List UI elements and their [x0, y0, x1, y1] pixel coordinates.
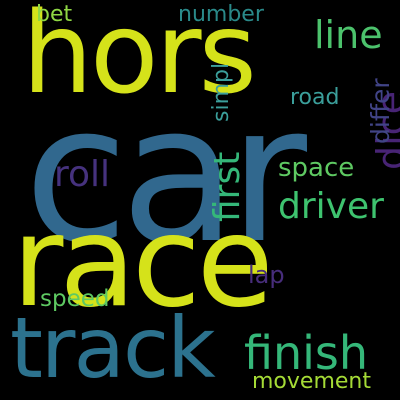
word-driver: driver	[278, 186, 384, 227]
word-finish: finish	[244, 326, 369, 380]
word-first: first	[207, 151, 248, 222]
word-car: car	[24, 64, 307, 285]
word-bet: bet	[36, 2, 73, 27]
word-hors: hors	[22, 0, 257, 119]
word-lap: lap	[248, 261, 285, 289]
word-space: space	[278, 153, 355, 183]
word-road: road	[290, 85, 340, 110]
word-number: number	[178, 2, 264, 27]
word-track: track	[10, 299, 216, 397]
word-speed: speed	[40, 286, 110, 312]
word-race: race	[12, 190, 274, 335]
word-differ: differ	[366, 78, 395, 144]
word-simpl: simpl	[209, 62, 234, 122]
word-movement: movement	[252, 369, 371, 394]
word-roll: roll	[54, 154, 111, 195]
word-line: line	[314, 13, 383, 57]
